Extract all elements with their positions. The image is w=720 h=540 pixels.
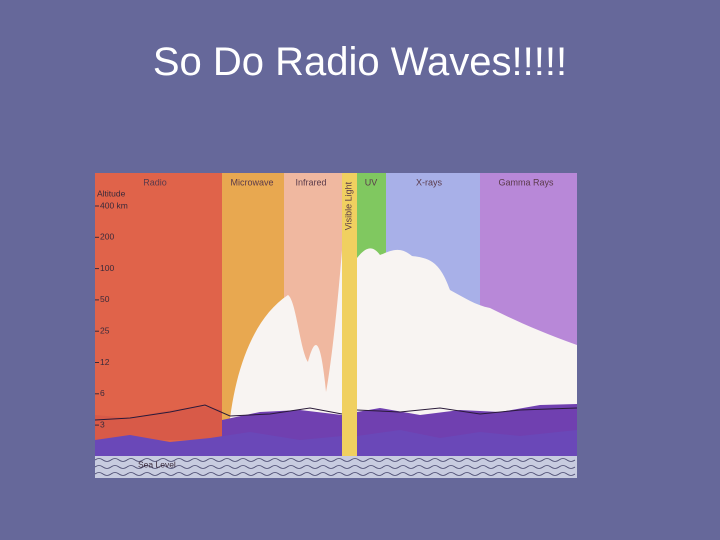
sea	[95, 456, 577, 478]
visible-band	[342, 173, 357, 456]
band-label: Radio	[143, 177, 167, 187]
atmospheric-absorption	[357, 248, 577, 440]
mountains-right	[357, 430, 577, 456]
band-label: Visible Light	[343, 181, 353, 230]
mountains	[95, 432, 342, 456]
altitude-curve	[94, 404, 578, 421]
altitude-tick-label: 100	[100, 263, 114, 273]
altitude-tick-label: 200	[100, 232, 114, 242]
slide-title: So Do Radio Waves!!!!!	[152, 40, 568, 84]
waves	[94, 458, 576, 476]
band-label: Infrared	[295, 177, 326, 187]
altitude-tick-label: 3	[100, 419, 105, 429]
band-label: X-rays	[416, 177, 443, 187]
band-label: Gamma Rays	[498, 177, 554, 187]
altitude-ticks: 400 km 200 100 50 25 12 6 3	[95, 200, 128, 429]
atmospheric-window	[228, 250, 342, 440]
altitude-tick-label: 6	[100, 388, 105, 398]
altitude-tick-label: 400 km	[100, 200, 128, 210]
altitude-tick-label: 12	[100, 357, 110, 367]
sea-level-label: Sea Level	[138, 459, 176, 469]
band-label: Microwave	[230, 177, 273, 187]
band-label: UV	[365, 177, 378, 187]
altitude-title: Altitude	[97, 188, 126, 198]
radio-ground	[95, 406, 222, 440]
altitude-tick-label: 50	[100, 294, 110, 304]
altitude-tick-label: 25	[100, 325, 110, 335]
